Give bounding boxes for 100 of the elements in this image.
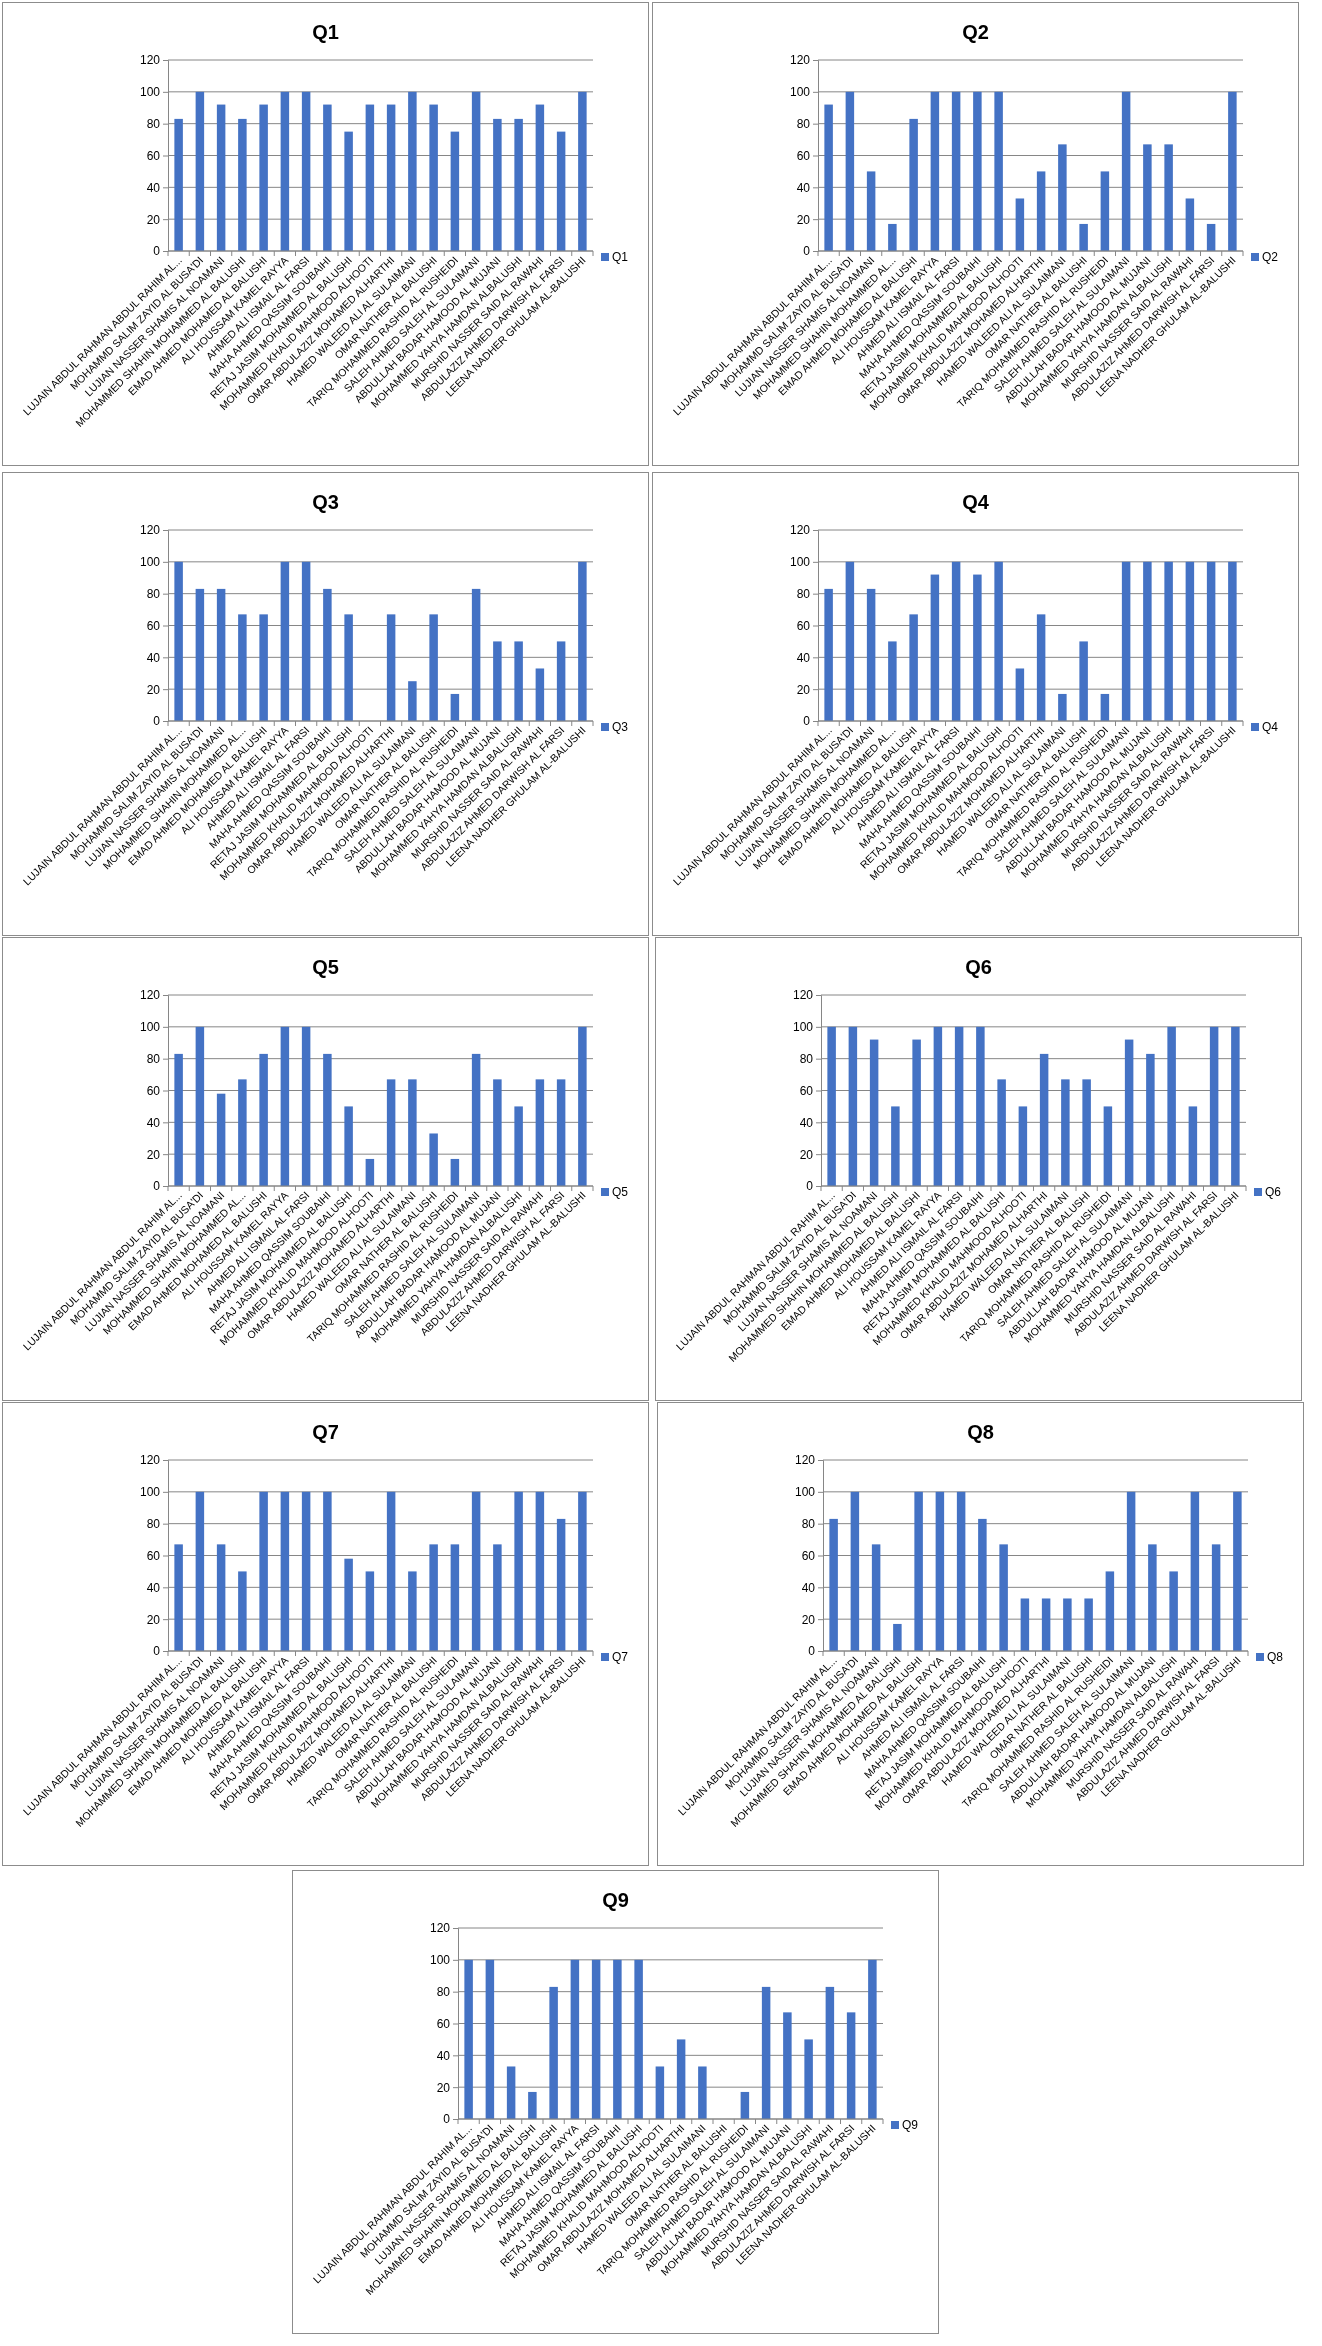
- bar: [634, 1959, 643, 2119]
- bar: [1058, 144, 1067, 251]
- bar: [506, 2066, 516, 2119]
- bar: [174, 1544, 183, 1651]
- bar: [408, 91, 417, 251]
- y-tick-label: 120: [792, 988, 814, 1003]
- bar: [1039, 1053, 1049, 1186]
- y-tick-label: 120: [429, 1921, 451, 1936]
- bar: [999, 1544, 1008, 1651]
- y-tick-label: 100: [789, 85, 811, 100]
- bar: [891, 1106, 900, 1186]
- y-tick-label: 40: [436, 2048, 451, 2063]
- bar: [956, 1491, 966, 1651]
- y-tick-label: 60: [436, 2016, 451, 2031]
- bar: [471, 1053, 481, 1186]
- y-tick-label: 40: [799, 1115, 814, 1130]
- legend-label: Q7: [612, 1650, 629, 1664]
- chart-title: Q8: [967, 1421, 994, 1443]
- bar: [1100, 693, 1110, 721]
- bar: [280, 561, 290, 721]
- chart-title: Q1: [312, 21, 339, 43]
- bar: [535, 1491, 545, 1651]
- bar: [535, 1079, 545, 1186]
- bar: [1084, 1598, 1093, 1651]
- bar: [740, 2091, 750, 2119]
- bar: [1082, 1079, 1091, 1186]
- bar: [824, 588, 833, 721]
- bar: [1228, 561, 1237, 721]
- legend-label: Q4: [1262, 720, 1279, 734]
- bar: [866, 171, 876, 251]
- bar: [301, 91, 311, 251]
- bar: [850, 1491, 860, 1651]
- bar: [280, 1026, 290, 1186]
- bar: [514, 1106, 523, 1186]
- bar: [1124, 1039, 1134, 1186]
- bar: [914, 1491, 923, 1651]
- bar: [528, 2091, 537, 2119]
- bar: [216, 1544, 226, 1651]
- bar: [973, 574, 982, 721]
- bar: [1233, 1491, 1242, 1651]
- y-tick-label: 100: [789, 555, 811, 570]
- bar: [344, 1106, 353, 1186]
- bar: [323, 588, 332, 721]
- bar: [1164, 561, 1173, 721]
- bar: [514, 641, 523, 721]
- y-tick-label: 100: [139, 1485, 161, 1500]
- bar: [1121, 561, 1131, 721]
- bar: [238, 118, 247, 251]
- bar: [1063, 1598, 1072, 1651]
- legend-label: Q5: [612, 1185, 629, 1199]
- y-tick-label: 80: [146, 1517, 161, 1532]
- bar: [344, 1558, 353, 1651]
- bar: [578, 561, 587, 721]
- y-tick-label: 60: [146, 618, 161, 633]
- y-tick-label: 120: [789, 53, 811, 68]
- bar: [556, 131, 566, 251]
- y-tick-label: 20: [146, 1612, 161, 1627]
- y-tick-label: 60: [796, 148, 811, 163]
- bar: [493, 118, 502, 251]
- bar: [1121, 91, 1131, 251]
- y-tick-label: 20: [796, 682, 811, 697]
- bar: [1164, 144, 1173, 251]
- bar: [535, 668, 545, 721]
- bar: [1036, 171, 1046, 251]
- y-tick-label: 0: [153, 1644, 161, 1659]
- bar: [259, 614, 268, 721]
- legend-label: Q3: [612, 720, 629, 734]
- y-tick-label: 120: [794, 1453, 816, 1468]
- y-tick-label: 80: [796, 117, 811, 132]
- y-tick-label: 40: [146, 1115, 161, 1130]
- y-tick-label: 20: [146, 682, 161, 697]
- bar: [301, 1026, 311, 1186]
- bar: [450, 1158, 460, 1186]
- bar: [1105, 1571, 1115, 1651]
- bar: [408, 681, 417, 721]
- y-tick-label: 40: [801, 1580, 816, 1595]
- bar: [1018, 1106, 1028, 1186]
- bar: [216, 1093, 226, 1186]
- bar: [408, 1571, 417, 1651]
- bar: [259, 1491, 268, 1651]
- y-tick-label: 20: [801, 1612, 816, 1627]
- bar: [174, 118, 183, 251]
- legend-label: Q9: [902, 2118, 919, 2132]
- y-tick-label: 80: [799, 1052, 814, 1067]
- bar: [301, 561, 311, 721]
- y-tick-label: 60: [801, 1548, 816, 1563]
- bar: [829, 1518, 838, 1651]
- bar: [973, 91, 982, 251]
- bar: [1041, 1598, 1051, 1651]
- bar: [578, 1026, 587, 1186]
- bar: [1143, 144, 1152, 251]
- bar: [195, 588, 205, 721]
- bar: [824, 104, 833, 251]
- bar: [429, 104, 438, 251]
- bar: [1143, 561, 1152, 721]
- bar: [994, 91, 1003, 251]
- bar: [1206, 223, 1216, 251]
- bar: [514, 118, 523, 251]
- y-tick-label: 80: [436, 1985, 451, 2000]
- bar: [450, 693, 460, 721]
